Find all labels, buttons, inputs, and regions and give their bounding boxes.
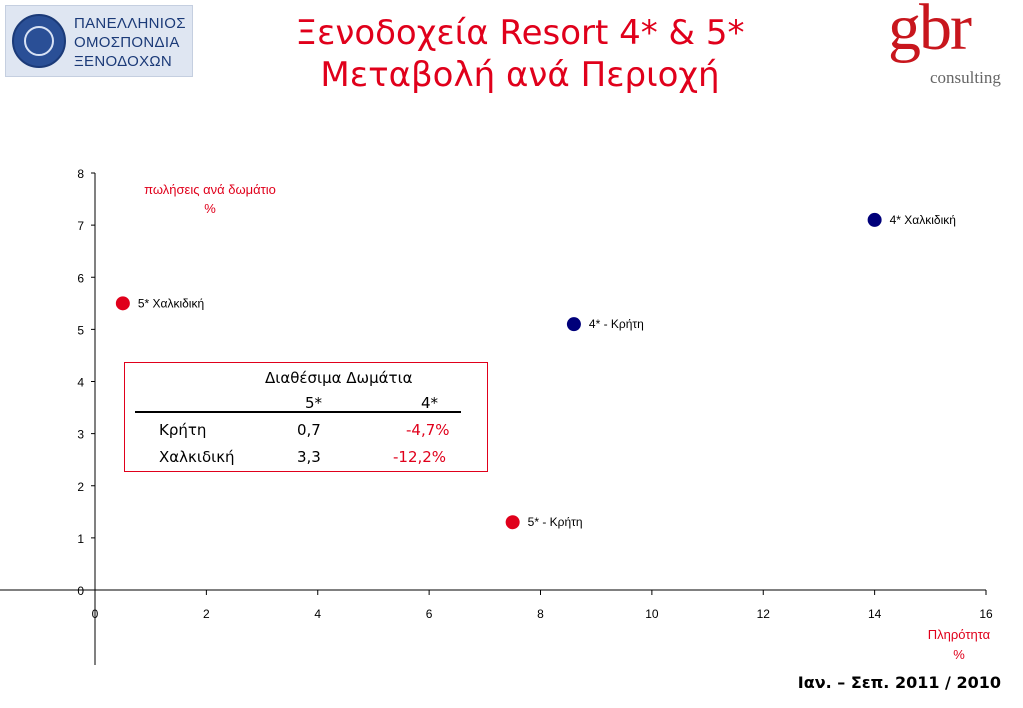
x-tick-label: 10 <box>645 607 659 621</box>
y-tick-label: 3 <box>77 428 84 442</box>
slide-title-line2: Μεταβολή ανά Περιοχή <box>320 55 720 95</box>
data-point <box>867 212 882 227</box>
data-point <box>566 317 581 332</box>
y-tick-label: 4 <box>77 376 84 390</box>
table-row-chalkidiki-4star: -12,2% <box>393 448 447 466</box>
table-header-rule <box>135 411 461 413</box>
period-label: Ιαν. – Σεπ. 2011 / 2010 <box>797 673 1001 692</box>
x-tick-label: 12 <box>757 607 771 621</box>
federation-name-line3: ΞΕΝΟΔΟΧΩΝ <box>74 53 173 70</box>
table-col-4star: 4* <box>421 394 439 412</box>
federation-name-line2: ΟΜΟΣΠΟΝΔΙΑ <box>74 34 180 51</box>
y-axis-title-line1: πωλήσεις ανά δωμάτιο <box>144 182 276 197</box>
y-tick-label: 1 <box>77 532 84 546</box>
table-col-5star: 5* <box>305 394 323 412</box>
gbr-consulting-logo: gbr consulting <box>885 0 1020 92</box>
slide-title: Ξενοδοχεία Resort 4* & 5* Μεταβολή ανά Π… <box>200 12 840 96</box>
x-axis-title-line1: Πληρότητα <box>927 627 991 642</box>
x-tick-label: 16 <box>979 607 993 621</box>
y-tick-label: 2 <box>77 480 84 494</box>
x-tick-label: 0 <box>92 607 99 621</box>
slide-title-line1: Ξενοδοχεία Resort 4* & 5* <box>295 13 745 53</box>
x-tick-label: 4 <box>314 607 321 621</box>
gbr-logo-brand: gbr <box>888 0 972 64</box>
y-axis-title-line2: % <box>204 201 216 216</box>
table-row-chalkidiki-5star: 3,3 <box>297 448 321 466</box>
y-axis-title: πωλήσεις ανά δωμάτιο % <box>112 180 308 218</box>
x-tick-label: 6 <box>426 607 433 621</box>
table-row-crete-name: Κρήτη <box>159 421 207 439</box>
data-point-label: 5* - Κρήτη <box>528 515 583 529</box>
y-tick-label: 5 <box>77 323 84 337</box>
table-row-crete-4star: -4,7% <box>406 421 450 439</box>
y-tick-label: 0 <box>77 584 84 598</box>
x-tick-label: 8 <box>537 607 544 621</box>
x-axis-title: Πληρότητα % <box>900 625 1018 665</box>
x-axis-title-line2: % <box>953 647 965 662</box>
federation-logo: ΠΑΝΕΛΛΗΝΙΟΣ ΟΜΟΣΠΟΝΔΙΑ ΞΕΝΟΔΟΧΩΝ <box>5 5 193 77</box>
x-tick-label: 2 <box>203 607 210 621</box>
data-point <box>505 515 520 530</box>
federation-emblem-icon <box>12 14 66 68</box>
y-tick-label: 8 <box>77 167 84 181</box>
data-point <box>115 296 130 311</box>
data-point-label: 5* Χαλκιδική <box>138 296 204 310</box>
available-rooms-table: Διαθέσιμα Δωμάτια 5* 4* Κρήτη 0,7 -4,7% … <box>124 362 488 472</box>
x-tick-label: 14 <box>868 607 882 621</box>
federation-name-line1: ΠΑΝΕΛΛΗΝΙΟΣ <box>74 15 186 32</box>
data-point-label: 4* Χαλκιδική <box>890 213 956 227</box>
table-row-chalkidiki-name: Χαλκιδική <box>159 448 235 466</box>
federation-name: ΠΑΝΕΛΛΗΝΙΟΣ ΟΜΟΣΠΟΝΔΙΑ ΞΕΝΟΔΟΧΩΝ <box>74 14 192 71</box>
table-title: Διαθέσιμα Δωμάτια <box>265 369 413 387</box>
y-tick-label: 7 <box>77 219 84 233</box>
data-point-label: 4* - Κρήτη <box>589 317 644 331</box>
y-tick-label: 6 <box>77 271 84 285</box>
table-row-crete-5star: 0,7 <box>297 421 321 439</box>
gbr-logo-sub: consulting <box>930 68 1001 87</box>
